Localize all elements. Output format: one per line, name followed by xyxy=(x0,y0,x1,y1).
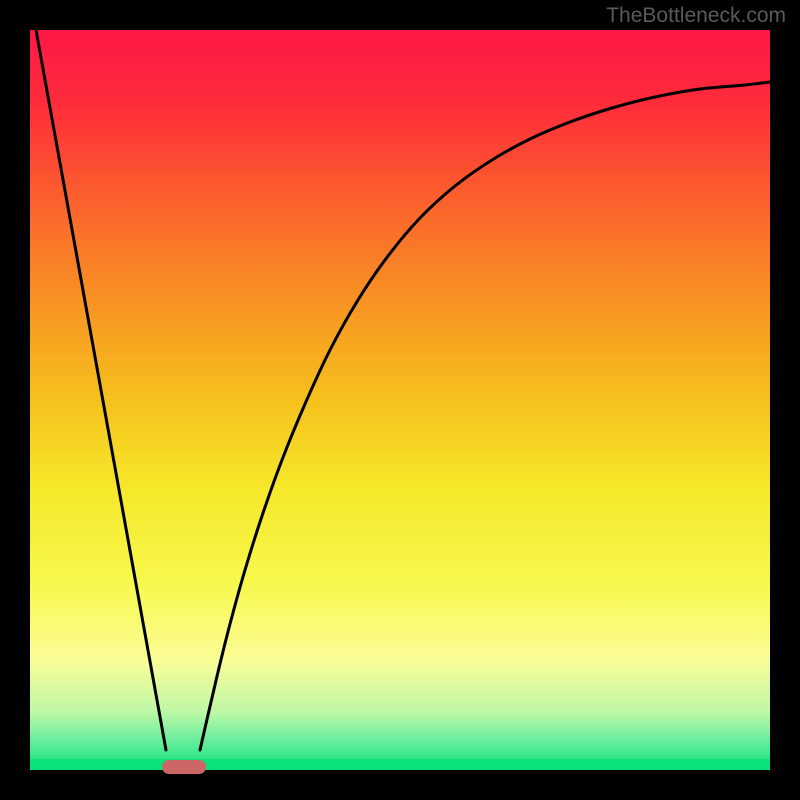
watermark: TheBottleneck.com xyxy=(606,4,786,27)
gradient-background xyxy=(30,30,770,770)
bottom-green-bar xyxy=(30,759,770,770)
chart-svg: TheBottleneck.com xyxy=(0,0,800,800)
bottleneck-marker xyxy=(162,760,206,774)
bottleneck-chart: TheBottleneck.com xyxy=(0,0,800,800)
